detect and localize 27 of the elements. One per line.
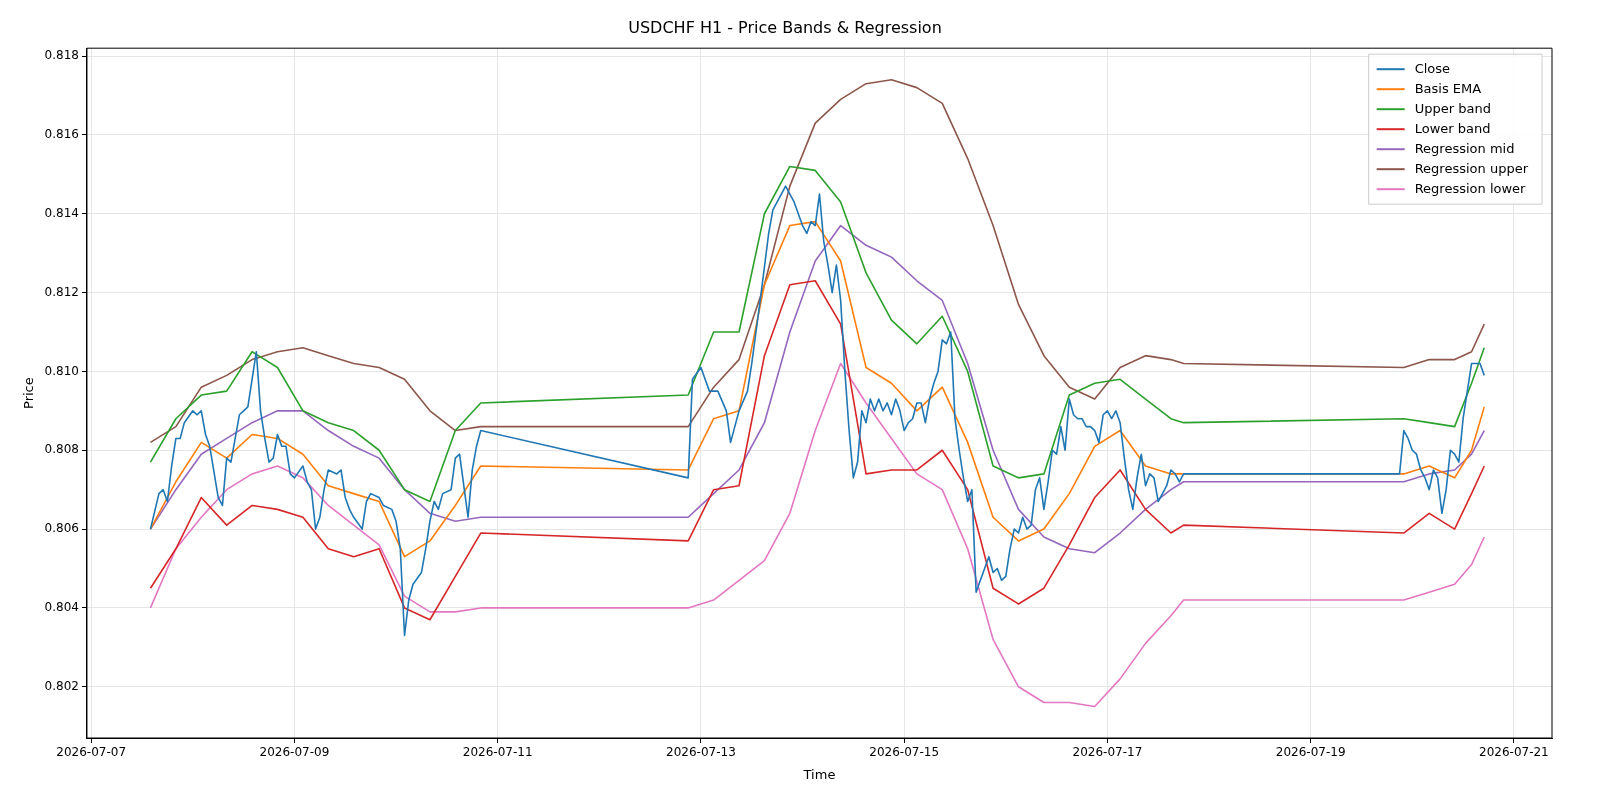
y-tick-label: 0.804	[44, 600, 79, 615]
y-tick-label: 0.812	[44, 284, 79, 299]
x-tick-label: 2026-07-07	[56, 745, 127, 760]
y-tick-label: 0.808	[44, 442, 79, 457]
legend-label: Regression mid	[1414, 140, 1515, 156]
y-tick-label: 0.818	[44, 48, 79, 63]
x-tick-label: 2026-07-17	[1072, 745, 1143, 760]
y-axis-title: Price	[21, 377, 37, 409]
x-tick-label: 2026-07-15	[869, 745, 940, 760]
legend-label: Regression lower	[1414, 180, 1527, 196]
y-tick-label: 0.810	[44, 363, 79, 378]
legend-label: Upper band	[1414, 100, 1491, 116]
legend-label: Regression upper	[1414, 160, 1529, 176]
legend-label: Basis EMA	[1414, 80, 1482, 96]
x-axis-title: Time	[802, 766, 836, 782]
x-tick-label: 2026-07-13	[666, 745, 736, 760]
chart-title: USDCHF H1 - Price Bands & Regression	[628, 17, 942, 37]
y-tick-label: 0.816	[44, 127, 79, 142]
legend-label: Close	[1414, 60, 1451, 76]
x-tick-label: 2026-07-11	[462, 745, 533, 760]
y-tick-label: 0.814	[44, 205, 79, 220]
x-tick-label: 2026-07-19	[1275, 745, 1346, 760]
y-tick-label: 0.806	[44, 521, 79, 536]
y-tick-label: 0.802	[44, 678, 79, 693]
x-tick-label: 2026-07-21	[1479, 745, 1549, 760]
x-tick-label: 2026-07-09	[259, 745, 330, 760]
legend-label: Lower band	[1414, 120, 1491, 136]
